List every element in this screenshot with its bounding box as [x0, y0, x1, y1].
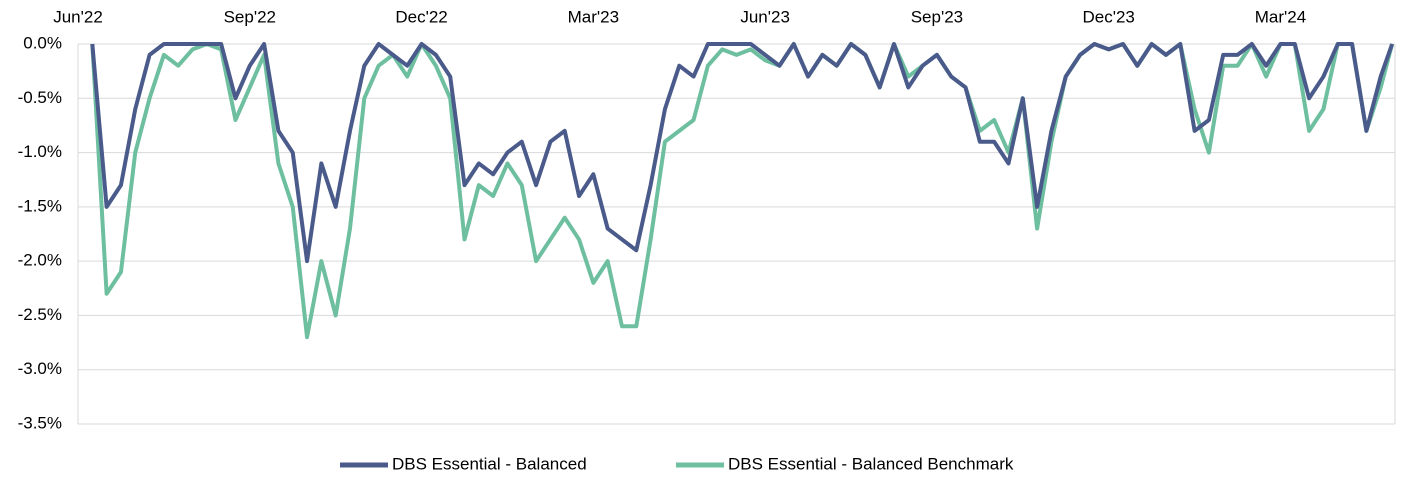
x-tick-label: Mar'24 — [1255, 7, 1306, 26]
x-tick-label: Dec'23 — [1083, 7, 1135, 26]
legend-label: DBS Essential - Balanced — [392, 454, 587, 473]
series-line — [90, 42, 1395, 264]
x-tick-label: Sep'23 — [911, 7, 963, 26]
y-tick-label: 0.0% — [23, 33, 62, 52]
x-tick-label: Jun'22 — [53, 7, 103, 26]
legend-label: DBS Essential - Balanced Benchmark — [728, 454, 1014, 473]
series-line — [90, 42, 1395, 340]
y-tick-label: -3.5% — [18, 413, 62, 432]
y-tick-label: -1.5% — [18, 196, 62, 215]
y-tick-label: -2.5% — [18, 305, 62, 324]
x-tick-label: Jun'23 — [740, 7, 790, 26]
x-tick-label: Mar'23 — [568, 7, 619, 26]
y-tick-label: -0.5% — [18, 88, 62, 107]
y-tick-label: -3.0% — [18, 359, 62, 378]
y-tick-label: -2.0% — [18, 251, 62, 270]
x-tick-label: Sep'22 — [224, 7, 276, 26]
x-tick-label: Dec'22 — [395, 7, 447, 26]
y-tick-label: -1.0% — [18, 142, 62, 161]
